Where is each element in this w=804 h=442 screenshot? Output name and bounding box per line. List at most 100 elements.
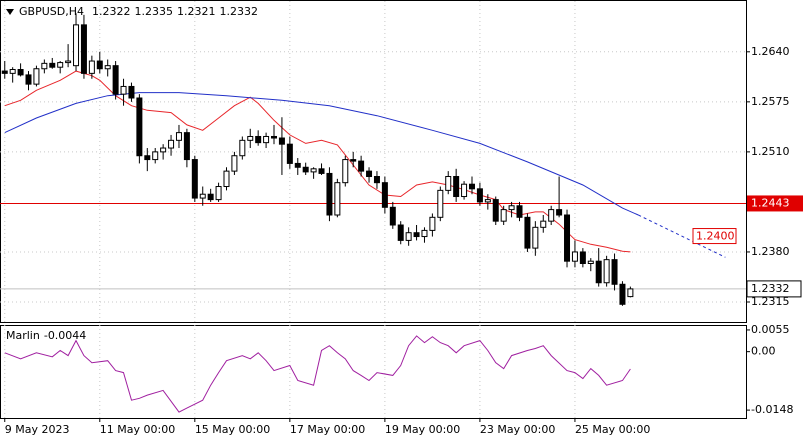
candle-body (381, 182, 388, 208)
candle-body (326, 172, 333, 216)
x-tick-label: 11 May 00:00 (100, 423, 175, 436)
y-tick-label: -0.0148 (751, 403, 793, 416)
x-tick-label: 25 May 00:00 (575, 423, 650, 436)
candle-body (571, 251, 578, 262)
candle-body (556, 209, 563, 216)
candle-body (366, 170, 373, 178)
candle-body (128, 85, 135, 99)
candle-body (358, 160, 365, 172)
candle-body (231, 155, 238, 172)
header-value: 1.2321 (177, 5, 216, 18)
candle-body (611, 259, 618, 285)
candle-body (540, 220, 547, 228)
candle-body (120, 85, 127, 95)
sub-panel (0, 325, 747, 419)
chart-header: GBPUSD,H4 1.2322 1.2335 1.2321 1.2332 (19, 5, 258, 18)
candle-body (104, 65, 111, 70)
candle-body (548, 209, 555, 222)
candle-body (461, 183, 468, 198)
candle-body (342, 159, 349, 184)
candle-body (397, 224, 404, 241)
candle-body (49, 62, 56, 68)
candle-body (255, 135, 262, 144)
candle-body (389, 206, 396, 226)
candle-body (429, 216, 436, 231)
candle-body (9, 69, 16, 74)
header-value: GBPUSD,H4 (19, 5, 84, 18)
candle-body (508, 205, 515, 211)
candle-body (564, 214, 571, 262)
candle-body (175, 132, 182, 141)
candle-body (263, 135, 270, 144)
candle-body (318, 168, 325, 174)
x-tick-label: 19 May 00:00 (385, 423, 460, 436)
price-label-box (746, 280, 802, 298)
header-value: 1.2322 (92, 5, 131, 18)
candle-body (223, 170, 230, 188)
indicator-line (4, 92, 639, 216)
candle-body (112, 65, 119, 95)
candle-body (437, 189, 444, 218)
candle-body (17, 69, 24, 76)
menu-arrow[interactable] (6, 9, 14, 15)
indicator-name: Marlin (6, 329, 40, 342)
level-label-box (747, 195, 803, 212)
candle-body (199, 193, 206, 199)
y-tick-label: 1.2640 (751, 45, 790, 58)
candle-body (405, 232, 412, 241)
candle-body (239, 139, 246, 157)
indicator-line (638, 214, 726, 258)
oscillator-line (4, 335, 631, 413)
candle-body (41, 62, 48, 70)
y-tick-label: 0.00 (751, 345, 776, 358)
candle-body (286, 143, 293, 164)
candle-body (80, 24, 87, 74)
candle-body (215, 186, 222, 201)
candle-body (136, 97, 143, 157)
candle-body (33, 68, 40, 85)
candle-body (445, 176, 452, 191)
annotation-box (692, 228, 737, 245)
y-tick-label: 1.2315 (751, 295, 790, 308)
candle-body (595, 260, 602, 284)
candle-body (627, 288, 634, 298)
candle-body (453, 176, 460, 198)
y-tick-label: 1.2380 (751, 245, 790, 258)
candle-body (476, 188, 483, 203)
y-tick-label: 1.2510 (751, 145, 790, 158)
candle-body (619, 283, 626, 305)
candle-body (1, 70, 8, 74)
candle-body (271, 135, 278, 139)
x-tick-label: 9 May 2023 (5, 423, 70, 436)
main-panel (0, 0, 747, 323)
candle-body (310, 168, 317, 173)
candle-body (484, 199, 491, 203)
candle-body (247, 135, 254, 141)
x-tick-label: 17 May 00:00 (290, 423, 365, 436)
candle-body (334, 182, 341, 216)
candle-body (88, 60, 95, 74)
candle-body (183, 132, 190, 161)
header-value: 1.2332 (219, 5, 258, 18)
y-tick-label: 0.0055 (751, 323, 790, 336)
candle-body (516, 205, 523, 218)
candle-body (524, 216, 531, 249)
candle-body (421, 229, 428, 238)
candle-body (603, 259, 610, 284)
candle-body (207, 193, 214, 201)
candle-body (73, 24, 80, 67)
y-tick-label: 1.2575 (751, 95, 790, 108)
indicator-value: -0.0044 (44, 329, 86, 342)
x-tick-label: 15 May 00:00 (195, 423, 270, 436)
candle-body (191, 159, 198, 199)
candle-body (373, 176, 380, 184)
candle-body (587, 260, 594, 264)
candle-body (579, 251, 586, 264)
candle-body (492, 199, 499, 222)
candle-body (413, 232, 420, 238)
candle-body (57, 62, 64, 68)
candle-body (144, 155, 151, 161)
price-label: 1.2332 (751, 282, 790, 295)
candle-body (350, 159, 357, 162)
